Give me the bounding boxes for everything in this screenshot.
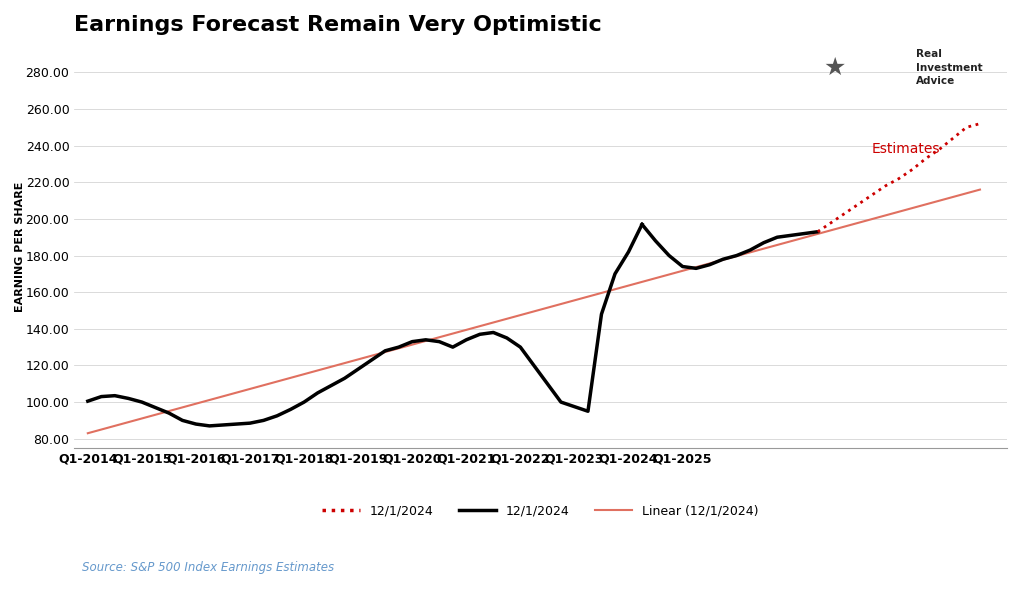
Text: Source: S&P 500 Index Earnings Estimates: Source: S&P 500 Index Earnings Estimates bbox=[82, 561, 334, 574]
Text: Earnings Forecast Remain Very Optimistic: Earnings Forecast Remain Very Optimistic bbox=[75, 15, 602, 35]
Text: ★: ★ bbox=[823, 56, 845, 80]
Y-axis label: EARNING PER SHARE: EARNING PER SHARE bbox=[15, 181, 25, 312]
Text: Real
Investment
Advice: Real Investment Advice bbox=[916, 50, 982, 86]
Legend: 12/1/2024, 12/1/2024, Linear (12/1/2024): 12/1/2024, 12/1/2024, Linear (12/1/2024) bbox=[318, 500, 763, 522]
Text: Estimates: Estimates bbox=[872, 142, 940, 156]
